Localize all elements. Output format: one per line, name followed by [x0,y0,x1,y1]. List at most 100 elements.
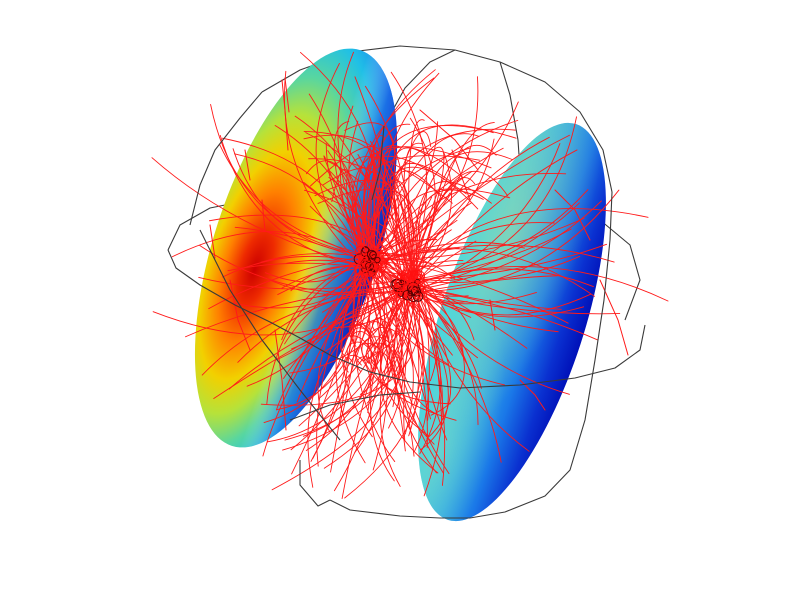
streamline [405,255,581,283]
streamline [417,285,502,463]
streamline-core-loop [371,267,383,279]
streamline [262,262,367,457]
streamline [323,155,367,261]
streamline [312,267,363,459]
streamline [415,151,513,280]
streamline [379,281,439,474]
streamline [199,245,416,294]
streamline [451,149,471,201]
streamline [356,356,381,378]
streamline [361,135,386,269]
streamline [379,290,418,487]
streamline [373,144,376,253]
streamline [365,189,589,267]
streamline [260,278,420,406]
streamline [315,63,367,264]
streamline [554,189,591,241]
streamline [365,128,516,272]
streamline [219,135,376,270]
streamline-core-loop [400,269,413,282]
streamline [381,72,440,279]
streamline [263,255,368,424]
streamline [399,177,476,295]
streamline [406,282,420,437]
streamline [365,342,403,375]
streamline [390,147,428,285]
streamline [414,284,530,452]
streamline [368,255,528,349]
streamline [317,261,370,433]
streamline [361,268,537,305]
streamline [359,264,451,405]
streamline [290,266,363,292]
streamline-core-loop [360,258,366,264]
streamline [519,379,546,411]
streamline [151,157,363,267]
streamline [219,143,377,258]
streamline-core-loop [361,246,370,254]
streamline [284,70,366,270]
streamline-core-loop [375,263,383,271]
streamline [234,226,369,264]
streamline [337,51,378,270]
streamline [413,143,561,293]
streamline [416,202,580,289]
streamline-core-loop [394,277,404,287]
streamline [333,259,386,492]
streamline [284,280,411,441]
streamline [346,156,453,260]
streamline-core-loop [412,291,424,302]
streamline [244,149,251,181]
streamline [414,243,608,281]
streamline [373,124,494,265]
streamline [231,266,372,309]
streamline [232,148,378,256]
streamline [281,79,289,151]
streamline [271,282,410,491]
streamline [237,283,409,363]
streamline [375,155,417,282]
streamline [412,285,570,395]
streamline-core-loop [392,284,402,294]
streamline [418,121,495,288]
streamline-core-loop [376,252,389,265]
streamline [222,255,375,278]
streamline [355,155,481,257]
streamline [408,200,602,292]
streamline [274,329,287,431]
streamline [354,77,435,258]
streamline [291,270,368,475]
streamline [349,325,374,347]
streamline-core-loop [419,285,425,291]
streamline [351,331,376,353]
streamline [407,149,578,294]
streamline [367,327,414,368]
streamline [346,341,378,369]
streamline [209,224,216,259]
streamline [355,255,389,471]
streamline [382,271,431,420]
streamline-core-loop [354,263,366,275]
streamline-core-loop [391,278,403,290]
streamline-core-loop [407,290,414,297]
streamline [317,188,420,288]
streamline [395,188,511,292]
streamline [403,142,424,276]
streamline [343,355,371,379]
streamline [378,207,413,278]
streamline [361,145,402,271]
streamline [424,279,465,416]
streamline [303,181,410,288]
streamline [406,170,509,291]
streamline [246,265,367,387]
streamline [261,199,266,231]
streamline [380,286,429,436]
streamline [306,160,376,261]
streamline [412,153,452,280]
right-slice-disc [418,122,606,522]
streamline [422,274,443,425]
streamline [344,122,396,269]
streamline [305,252,381,451]
